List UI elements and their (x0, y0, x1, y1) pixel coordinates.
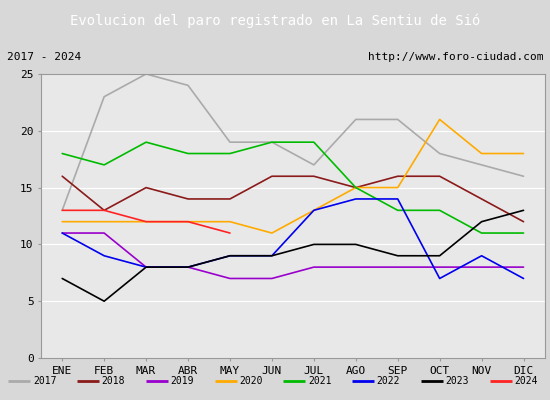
Text: 2017: 2017 (33, 376, 57, 386)
Text: 2018: 2018 (102, 376, 125, 386)
Text: 2017 - 2024: 2017 - 2024 (7, 52, 81, 62)
Text: 2022: 2022 (377, 376, 400, 386)
Text: 2023: 2023 (446, 376, 469, 386)
Text: Evolucion del paro registrado en La Sentiu de Sió: Evolucion del paro registrado en La Sent… (70, 14, 480, 28)
Text: 2020: 2020 (239, 376, 263, 386)
Text: 2021: 2021 (308, 376, 332, 386)
Text: http://www.foro-ciudad.com: http://www.foro-ciudad.com (368, 52, 543, 62)
Text: 2024: 2024 (514, 376, 538, 386)
Text: 2019: 2019 (170, 376, 194, 386)
